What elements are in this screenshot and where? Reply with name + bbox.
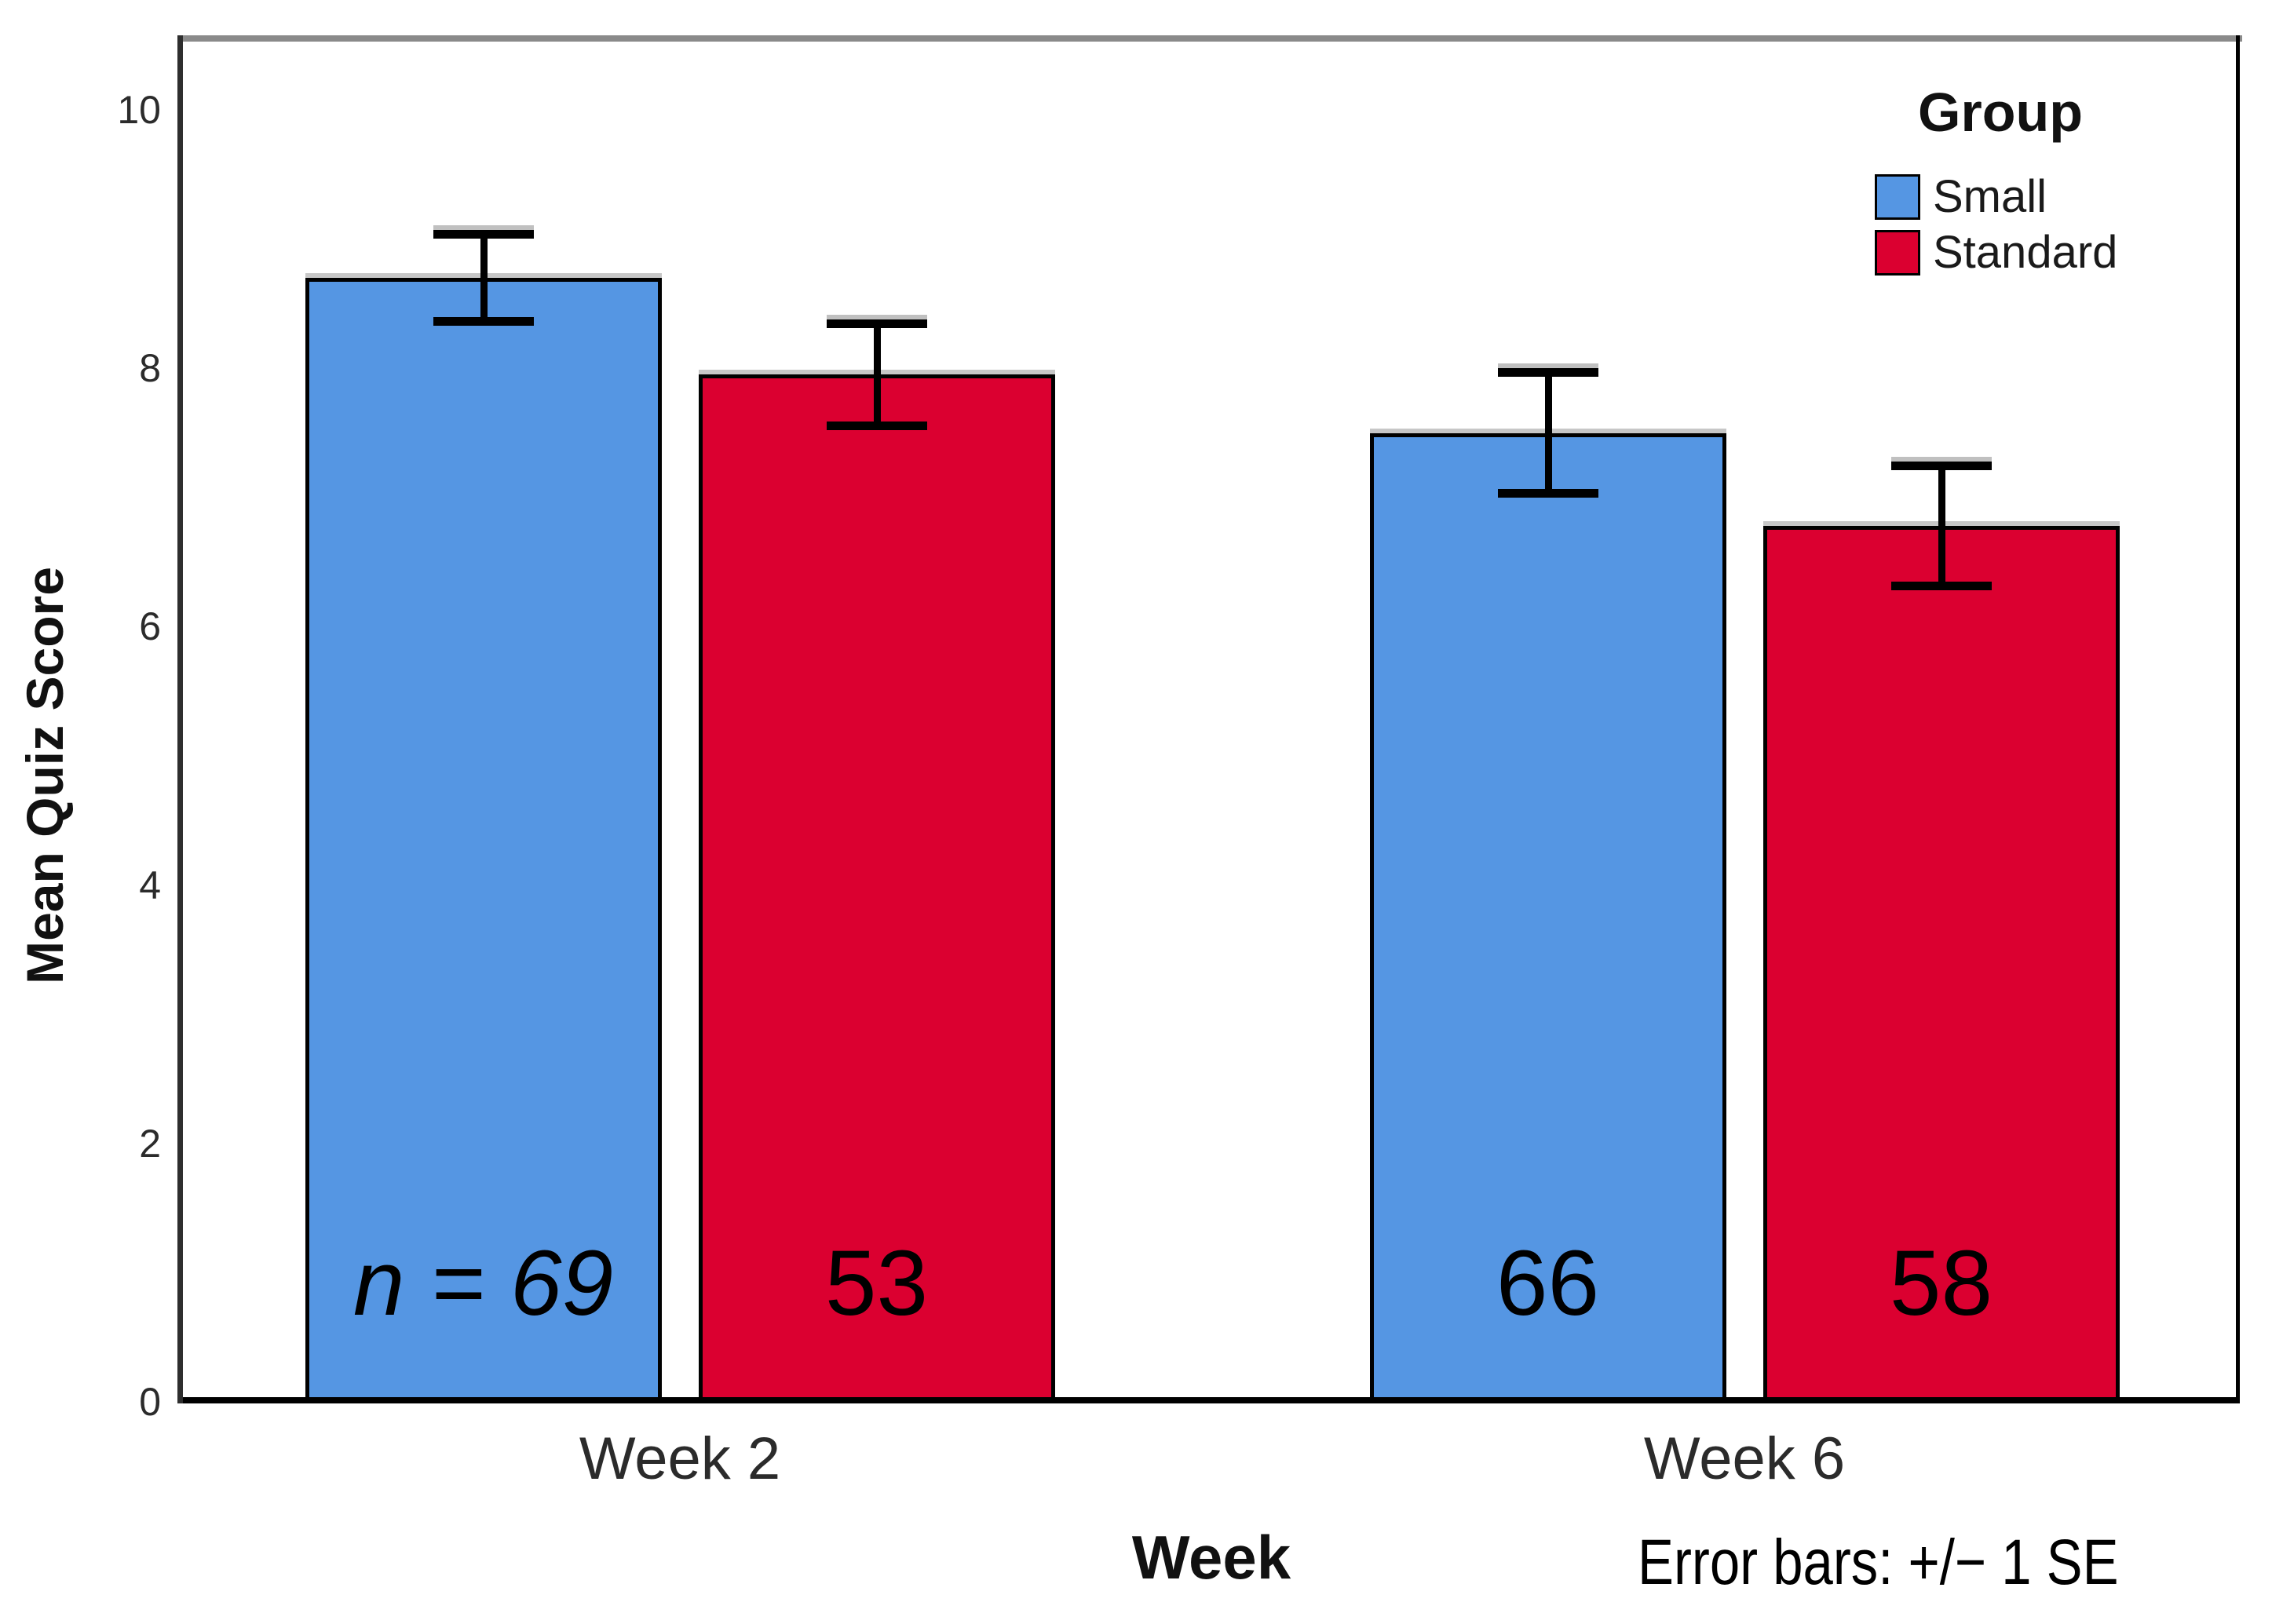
bar-standard-week-2 — [698, 374, 1055, 1402]
legend-item-small: Small — [1875, 174, 2047, 220]
error-bar-small-week-6 — [1544, 368, 1552, 498]
bar-count-label-small-week-6: 66 — [1496, 1232, 1600, 1335]
y-tick-label-10: 10 — [117, 88, 161, 132]
x-axis-title: Week — [1131, 1523, 1291, 1592]
y-tick-label-0: 0 — [139, 1380, 161, 1424]
bar-count-label-small-week-2: n = 69 — [352, 1232, 614, 1335]
error-bar-top-cap-small-week-6 — [1497, 368, 1598, 378]
x-tick-label-week-6: Week 6 — [1643, 1425, 1846, 1492]
error-bar-top-cap-small-week-2 — [433, 230, 534, 239]
error-bar-bottom-cap-small-week-2 — [433, 316, 534, 326]
error-bars-footnote: Error bars: +/− 1 SE — [1638, 1527, 2119, 1598]
error-bar-bottom-cap-small-week-6 — [1497, 488, 1598, 498]
error-bar-bottom-cap-standard-week-6 — [1890, 582, 1992, 591]
error-bar-top-cap-standard-week-2 — [826, 319, 927, 328]
error-bar-top-cap-standard-week-6 — [1890, 461, 1992, 470]
error-bar-small-week-2 — [480, 230, 488, 326]
bar-count-label-standard-week-6: 58 — [1889, 1232, 1993, 1335]
legend-label-small: Small — [1933, 171, 2047, 222]
legend-swatch-standard — [1875, 230, 1920, 276]
error-bar-bottom-cap-standard-week-2 — [826, 422, 927, 431]
plot-frame-top-border — [181, 35, 2242, 42]
y-tick-label-4: 4 — [139, 863, 161, 907]
legend-swatch-small — [1875, 174, 1920, 220]
x-tick-label-week-2: Week 2 — [579, 1425, 781, 1492]
error-bar-standard-week-6 — [1938, 461, 1945, 591]
legend-title: Group — [1918, 82, 2083, 143]
bar-count-label-standard-week-2: 53 — [824, 1232, 929, 1335]
plot-frame-right-border — [2236, 35, 2240, 1403]
y-tick-label-8: 8 — [139, 346, 161, 391]
legend-item-standard: Standard — [1875, 230, 2117, 276]
legend-label-standard: Standard — [1933, 227, 2118, 278]
error-bar-standard-week-2 — [873, 319, 881, 431]
y-axis-line — [177, 35, 183, 1403]
y-tick-label-6: 6 — [139, 604, 161, 649]
y-tick-label-2: 2 — [139, 1121, 161, 1166]
x-axis-line — [177, 1397, 2240, 1403]
